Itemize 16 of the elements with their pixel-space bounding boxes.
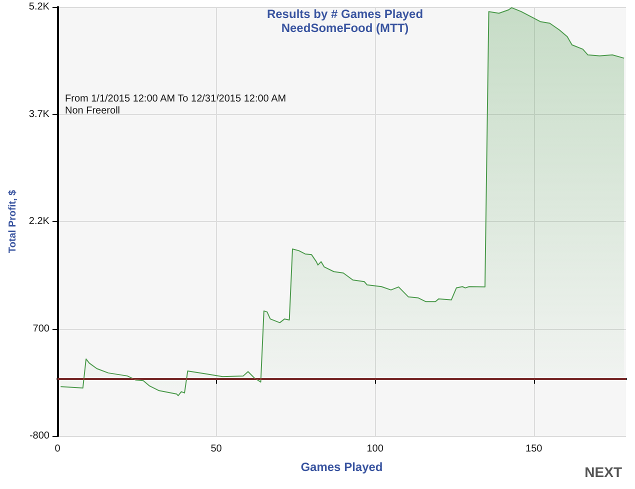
x-tick-label: 0 — [54, 444, 61, 454]
x-axis-title: Games Played — [300, 460, 383, 474]
y-tick-label: 3.7K — [28, 108, 50, 120]
x-tick-label: 50 — [210, 444, 222, 454]
y-tick-label: 5.2K — [28, 2, 50, 12]
x-tick-label: 100 — [366, 444, 384, 454]
annotation: Non Freeroll — [65, 106, 120, 116]
y-tick-label: -800 — [29, 430, 50, 442]
text: NeedSomeFood (MTT) — [281, 21, 409, 35]
x-tick-label: 150 — [526, 444, 543, 454]
y-axis-title: Total Profit, $ — [8, 189, 18, 254]
chart-title: Results by # Games Played — [266, 7, 424, 21]
y-tick-label: 2.2K — [28, 216, 50, 227]
y-tick-label: 700 — [32, 323, 50, 334]
annotation: From 1/1/2015 12:00 AM To 12/31/2015 12:00 AM — [65, 94, 286, 104]
text: NEXT — [584, 464, 622, 480]
